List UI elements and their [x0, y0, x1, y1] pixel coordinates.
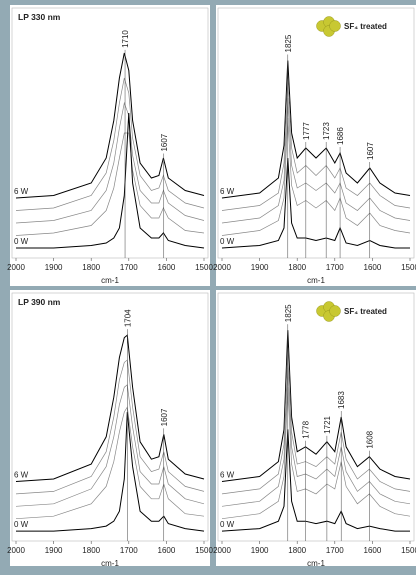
badge-label: SF₄ treated — [344, 22, 387, 31]
x-tick-label: 1600 — [158, 546, 176, 555]
x-axis-label: cm-1 — [307, 559, 325, 568]
panel-title: LP 390 nm — [18, 297, 61, 307]
x-tick-label: 1500 — [401, 546, 416, 555]
x-axis-label: cm-1 — [307, 276, 325, 285]
panel: 2000 1900 1800 1700 1600 1500 cm-1 1825 1777 1723… — [213, 5, 416, 286]
trace-label: 6 W — [14, 187, 29, 196]
peak-label: 1710 — [121, 30, 130, 48]
peak-label: 1777 — [302, 122, 311, 140]
molecule-icon — [330, 306, 341, 317]
peak-label: 1607 — [160, 408, 169, 426]
x-tick-label: 1800 — [82, 546, 100, 555]
x-tick-label: 1500 — [195, 546, 213, 555]
peak-label: 1608 — [365, 430, 374, 448]
panel: 2000 1900 1800 1700 1600 1500 cm-1 1710 1607 6 W 0… — [7, 5, 213, 286]
x-axis-label: cm-1 — [101, 559, 119, 568]
trace-label: 0 W — [220, 237, 235, 246]
peak-label: 1723 — [322, 122, 331, 140]
figure: 2000 1900 1800 1700 1600 1500 cm-1 1710 1607 6 W 0… — [0, 0, 416, 570]
x-tick-label: 1900 — [45, 546, 63, 555]
x-tick-label: 2000 — [213, 263, 231, 272]
x-tick-label: 1500 — [195, 263, 213, 272]
peak-label: 1683 — [337, 391, 346, 409]
trace-label: 6 W — [220, 470, 235, 479]
trace-label: 0 W — [14, 520, 29, 529]
peak-label: 1686 — [336, 127, 345, 145]
x-tick-label: 1600 — [364, 546, 382, 555]
page: 2000 1900 1800 1700 1600 1500 cm-1 1710 1607 6 W 0… — [0, 0, 416, 575]
molecule-icon — [330, 21, 341, 32]
trace-label: 6 W — [14, 470, 29, 479]
x-axis-label: cm-1 — [101, 276, 119, 285]
peak-label: 1825 — [284, 304, 293, 322]
x-tick-label: 1700 — [326, 263, 344, 272]
panel-background — [10, 290, 210, 566]
x-tick-label: 1800 — [82, 263, 100, 272]
x-tick-label: 1700 — [120, 546, 138, 555]
peak-label: 1607 — [366, 142, 375, 160]
trace-label: 6 W — [220, 187, 235, 196]
x-tick-label: 2000 — [7, 263, 25, 272]
peak-label: 1704 — [123, 309, 132, 327]
peak-label: 1778 — [301, 420, 310, 438]
x-tick-label: 1900 — [251, 546, 269, 555]
x-tick-label: 1600 — [364, 263, 382, 272]
x-tick-label: 1900 — [251, 263, 269, 272]
panel: 2000 1900 1800 1700 1600 1500 cm-1 1825 1778 1721… — [213, 290, 416, 568]
trace-label: 0 W — [14, 237, 29, 246]
x-tick-label: 1700 — [326, 546, 344, 555]
badge-label: SF₄ treated — [344, 307, 387, 316]
peak-label: 1607 — [160, 133, 169, 151]
trace-label: 0 W — [220, 520, 235, 529]
x-tick-label: 1800 — [288, 263, 306, 272]
x-tick-label: 2000 — [213, 546, 231, 555]
x-tick-label: 1700 — [120, 263, 138, 272]
x-tick-label: 1500 — [401, 263, 416, 272]
x-tick-label: 1800 — [288, 546, 306, 555]
panel-background — [216, 290, 416, 566]
x-tick-label: 1600 — [158, 263, 176, 272]
x-tick-label: 2000 — [7, 546, 25, 555]
peak-label: 1825 — [284, 34, 293, 52]
panel-title: LP 330 nm — [18, 12, 61, 22]
x-tick-label: 1900 — [45, 263, 63, 272]
panel: 2000 1900 1800 1700 1600 1500 cm-1 1704 1607 6 W 0… — [7, 290, 213, 568]
peak-label: 1721 — [323, 415, 332, 433]
panel-background — [216, 5, 416, 286]
